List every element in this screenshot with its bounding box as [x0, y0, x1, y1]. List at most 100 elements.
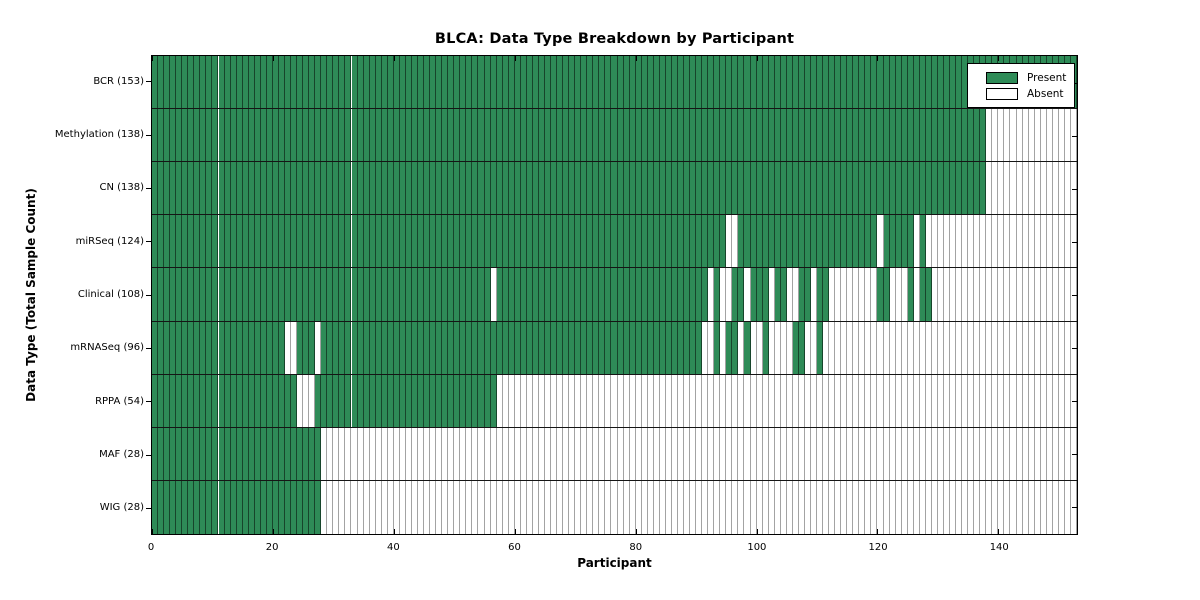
heatmap-cell: [242, 480, 249, 534]
heatmap-cell: [399, 427, 406, 480]
heatmap-cell: [992, 321, 999, 374]
heatmap-cell: [774, 427, 781, 480]
heatmap-cell: [369, 427, 376, 480]
heatmap-cell: [889, 321, 896, 374]
heatmap-cell: [405, 162, 412, 215]
heatmap-cell: [297, 480, 304, 534]
heatmap-cell: [254, 268, 261, 321]
heatmap-cell: [931, 480, 938, 534]
heatmap-cell: [1004, 268, 1011, 321]
heatmap-cell: [750, 109, 757, 162]
heatmap-cell: [925, 427, 932, 480]
heatmap-cell: [738, 268, 745, 321]
heatmap-cell: [1046, 268, 1053, 321]
heatmap-cell: [339, 480, 346, 534]
x-tick-mark: [756, 529, 758, 534]
heatmap-cell: [514, 321, 521, 374]
heatmap-cell: [599, 374, 606, 427]
heatmap-cell: [532, 162, 539, 215]
heatmap-cell: [871, 480, 878, 534]
heatmap-cell: [871, 109, 878, 162]
heatmap-cell: [387, 480, 394, 534]
heatmap-cell: [297, 374, 304, 427]
heatmap-cell: [248, 162, 255, 215]
heatmap-cell: [164, 56, 171, 109]
heatmap-cell: [393, 162, 400, 215]
heatmap-cell: [309, 109, 316, 162]
heatmap-cell: [272, 480, 279, 534]
heatmap-cell: [823, 215, 830, 268]
heatmap-cell: [798, 215, 805, 268]
heatmap-cell: [611, 374, 618, 427]
heatmap-cell: [442, 109, 449, 162]
heatmap-cell: [345, 109, 352, 162]
heatmap-cell: [968, 427, 975, 480]
heatmap-cell: [665, 427, 672, 480]
heatmap-cell: [363, 374, 370, 427]
y-tick-mark: [146, 347, 151, 349]
heatmap-cell: [756, 321, 763, 374]
heatmap-cell: [720, 162, 727, 215]
heatmap-cell: [218, 56, 225, 109]
heatmap-cell: [285, 321, 292, 374]
heatmap-cell: [829, 374, 836, 427]
heatmap-cell: [176, 480, 183, 534]
x-tick-label: 80: [629, 542, 643, 553]
heatmap-cell: [720, 56, 727, 109]
heatmap-cell: [520, 480, 527, 534]
heatmap-cell: [176, 374, 183, 427]
heatmap-cell: [544, 162, 551, 215]
heatmap-cell: [974, 321, 981, 374]
heatmap-cell: [502, 427, 509, 480]
heatmap-cell: [569, 480, 576, 534]
heatmap-cell: [557, 480, 564, 534]
heatmap-cell: [962, 480, 969, 534]
heatmap-cell: [315, 109, 322, 162]
heatmap-cell: [387, 109, 394, 162]
heatmap-cell: [496, 215, 503, 268]
heatmap-cell: [1040, 215, 1047, 268]
heatmap-cell: [182, 480, 189, 534]
heatmap-cell: [1016, 215, 1023, 268]
heatmap-cell: [526, 480, 533, 534]
heatmap-cell: [430, 215, 437, 268]
heatmap-cell: [563, 109, 570, 162]
legend: Present Absent: [967, 63, 1075, 108]
heatmap-cell: [230, 109, 237, 162]
heatmap-cell: [224, 374, 231, 427]
heatmap-cell: [647, 56, 654, 109]
heatmap-cell: [266, 480, 273, 534]
heatmap-cell: [859, 480, 866, 534]
heatmap-cell: [998, 268, 1005, 321]
heatmap-cell: [744, 480, 751, 534]
heatmap-cell: [998, 109, 1005, 162]
heatmap-cell: [901, 215, 908, 268]
heatmap-cell: [520, 427, 527, 480]
heatmap-cell: [756, 268, 763, 321]
heatmap-cell: [974, 268, 981, 321]
heatmap-cell: [532, 215, 539, 268]
heatmap-cell: [623, 321, 630, 374]
heatmap-cell: [1070, 321, 1077, 374]
heatmap-cell: [956, 56, 963, 109]
heatmap-cell: [399, 162, 406, 215]
heatmap-cell: [399, 321, 406, 374]
heatmap-cell: [865, 480, 872, 534]
heatmap-cell: [714, 56, 721, 109]
heatmap-cell: [871, 427, 878, 480]
heatmap-cell: [931, 56, 938, 109]
heatmap-cell: [913, 109, 920, 162]
heatmap-cell: [980, 215, 987, 268]
heatmap-cell: [224, 109, 231, 162]
heatmap-cell: [327, 321, 334, 374]
heatmap-cell: [357, 427, 364, 480]
heatmap-cell: [877, 427, 884, 480]
heatmap-cell: [387, 374, 394, 427]
heatmap-cell: [176, 268, 183, 321]
heatmap-cell: [744, 427, 751, 480]
heatmap-cell: [901, 427, 908, 480]
heatmap-cell: [847, 215, 854, 268]
heatmap-cell: [629, 162, 636, 215]
heatmap-cell: [744, 215, 751, 268]
heatmap-cell: [823, 374, 830, 427]
